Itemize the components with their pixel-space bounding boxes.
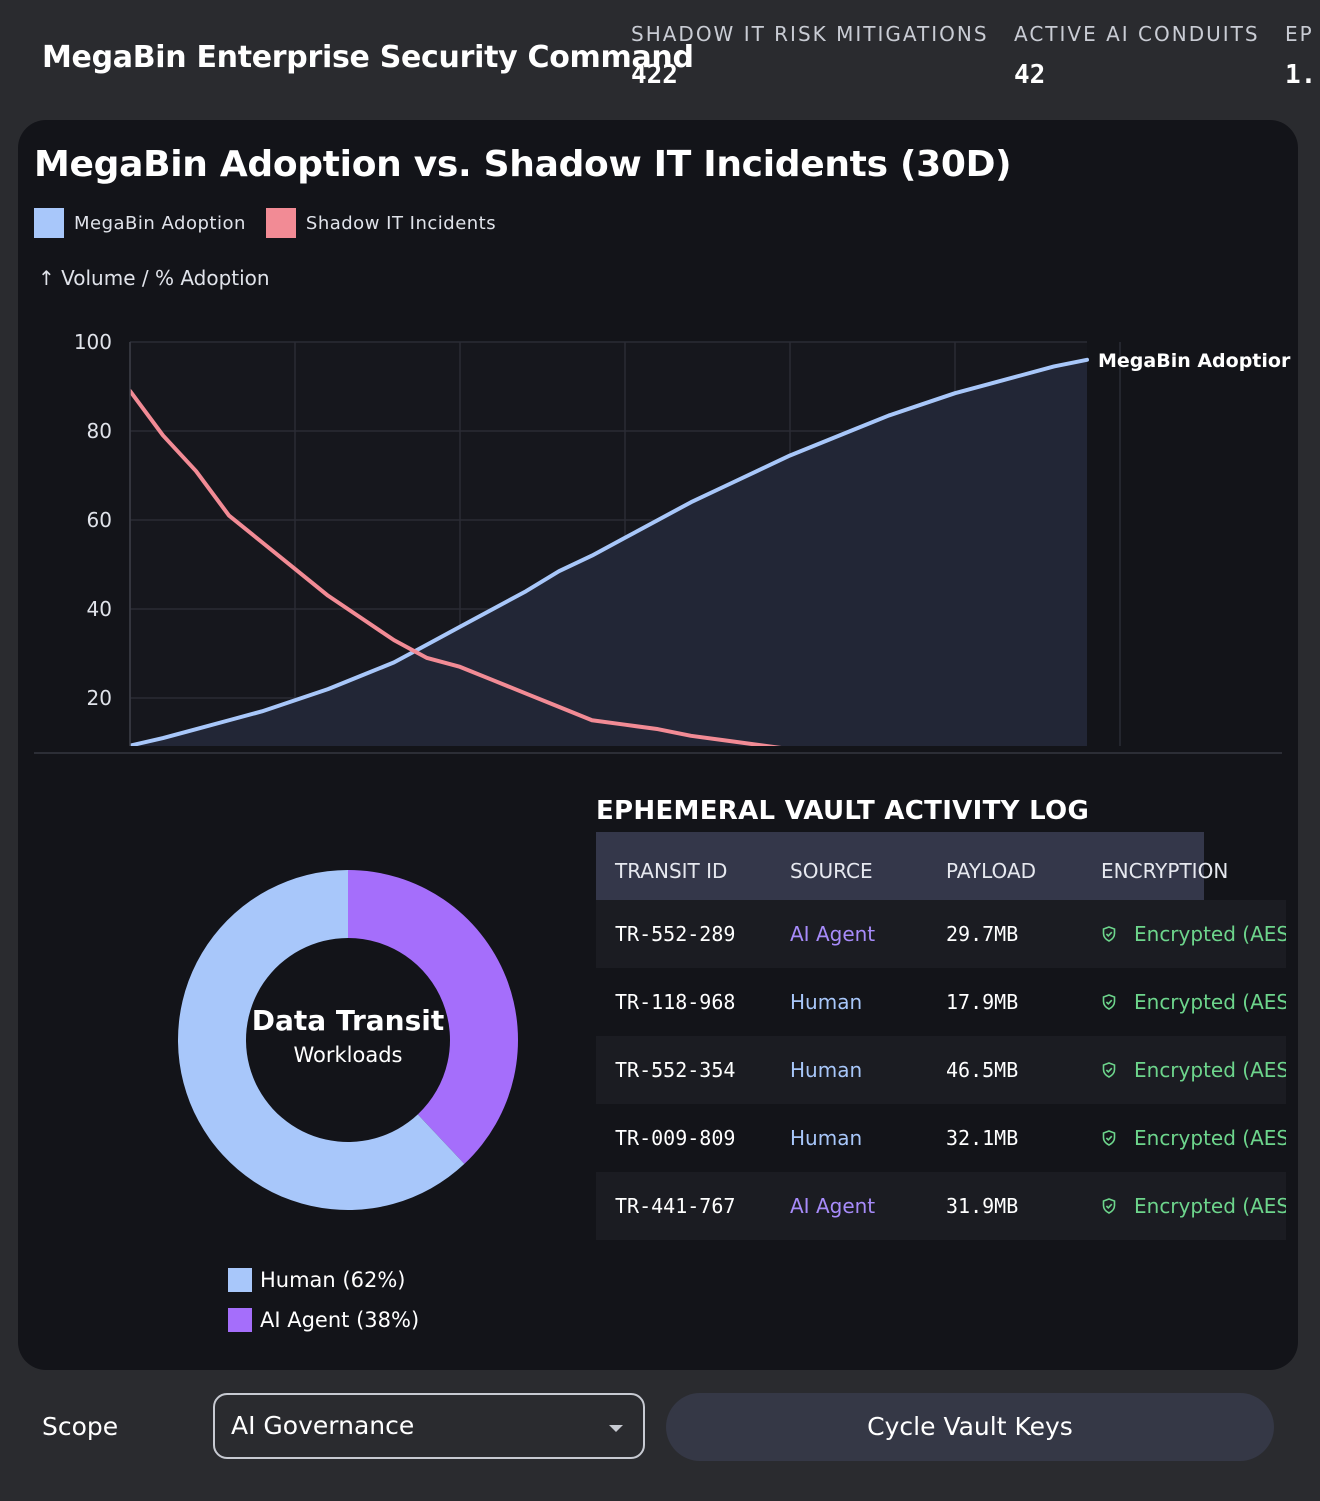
donut-slice-human [177,870,465,1210]
donut-title: Data Transit [251,1003,445,1037]
chart-title: MegaBin Adoption vs. Shadow IT Incidents… [34,144,1012,185]
cell-encryption: Encrypted (AES [1102,1036,1286,1104]
cell-payload: 31.9MB [946,1194,1019,1218]
y-tick-label: 60 [87,508,112,532]
cell-transit-id: TR-552-289 [615,922,736,946]
top-bar: MegaBin Enterprise Security Command SHAD… [0,0,1320,118]
table-row[interactable]: TR-552-289 AI Agent 29.7MB Encrypted (AES [596,900,1286,968]
legend-item-adoption: MegaBin Adoption [34,208,246,238]
transit-donut-chart: Data Transit Workloads [168,860,528,1220]
column-header-source: SOURCE [790,859,873,883]
stat-label: SHADOW IT RISK MITIGATIONS [631,22,989,46]
cell-source: AI Agent [790,922,876,946]
donut-legend-ai-agent: AI Agent (38%) [228,1300,419,1340]
shield-check-icon [1102,994,1116,1010]
legend-swatch [265,208,296,238]
cell-transit-id: TR-441-767 [615,1194,736,1218]
vault-log-title: EPHEMERAL VAULT ACTIVITY LOG [596,796,1090,826]
y-tick-label: 20 [87,686,112,710]
column-header-encryption: ENCRYPTION [1101,859,1229,883]
encryption-status: Encrypted (AES [1134,990,1286,1014]
stat-label: ACTIVE AI CONDUITS [1014,22,1260,46]
line-chart: 20 40 60 80 100 MegaBin Adoptior [74,330,1291,746]
dashboard-card: MegaBin Adoption vs. Shadow IT Incidents… [18,120,1298,1370]
shield-check-icon [1102,1062,1116,1078]
stat-active-ai-conduits: ACTIVE AI CONDUITS 42 [1014,22,1260,90]
encryption-status: Encrypted (AES [1134,1058,1286,1082]
legend-label: Human (62%) [260,1268,406,1292]
table-row[interactable]: TR-118-968 Human 17.9MB Encrypted (AES [596,968,1286,1036]
donut-slice-ai-agent [348,870,518,1164]
legend-label: Shadow IT Incidents [305,212,497,234]
y-axis-caption: ↑ Volume / % Adoption [38,266,270,290]
chevron-down-icon [609,1425,623,1432]
chart-legend: MegaBin Adoption Shadow IT Incidents [34,208,516,238]
cycle-vault-keys-button[interactable]: Cycle Vault Keys [666,1393,1274,1461]
series-line-shadow-it-incidents [130,388,782,746]
stat-value: 422 [631,60,678,90]
donut-legend-human: Human (62%) [228,1260,419,1300]
series-end-label: MegaBin Adoptior [1098,350,1291,372]
stat-value: 42 [1014,60,1046,90]
series-line-megabin-adoption [130,357,1089,746]
table-body: TR-552-289 AI Agent 29.7MB Encrypted (AES TR… [596,900,1286,1240]
stat-ep: EP 1. [1285,22,1316,90]
legend-label: MegaBin Adoption [74,212,246,234]
encryption-status: Encrypted (AES [1134,1126,1286,1150]
cell-source: AI Agent [790,1194,876,1218]
encryption-status: Encrypted (AES [1134,1194,1286,1218]
divider [34,752,1282,754]
donut-subtitle: Workloads [293,1042,403,1067]
cell-encryption: Encrypted (AES [1102,1172,1286,1240]
y-tick-label: 40 [87,597,112,621]
legend-item-incidents: Shadow IT Incidents [265,208,497,238]
cell-transit-id: TR-118-968 [615,990,736,1014]
cell-payload: 29.7MB [946,922,1019,946]
donut-center: Data Transit Workloads [168,860,528,1220]
donut-legend: Human (62%) AI Agent (38%) [228,1260,419,1340]
shield-check-icon [1102,1198,1116,1214]
stat-value: 1. [1285,60,1317,90]
column-header-transit-id: TRANSIT ID [615,859,728,883]
cell-source: Human [790,1126,863,1150]
cell-transit-id: TR-552-354 [615,1058,736,1082]
stat-label: EP [1285,22,1314,46]
table-row[interactable]: TR-552-354 Human 46.5MB Encrypted (AES [596,1036,1286,1104]
legend-swatch [228,1308,252,1332]
cell-payload: 46.5MB [946,1058,1019,1082]
cell-transit-id: TR-009-809 [615,1126,736,1150]
vault-log-table: TRANSIT ID SOURCE PAYLOAD ENCRYPTION TR-… [596,832,1286,1240]
legend-swatch [228,1268,252,1292]
shield-check-icon [1102,926,1116,942]
cell-encryption: Encrypted (AES [1102,968,1286,1036]
cell-encryption: Encrypted (AES [1102,900,1286,968]
cell-payload: 32.1MB [946,1126,1019,1150]
legend-swatch [34,208,64,238]
column-header-payload: PAYLOAD [946,859,1037,883]
y-tick-label: 100 [74,330,112,354]
cell-source: Human [790,990,863,1014]
scope-select[interactable]: AI Governance [213,1393,645,1459]
adoption-area [130,359,1087,746]
legend-label: AI Agent (38%) [260,1308,420,1332]
encryption-status: Encrypted (AES [1134,922,1286,946]
scope-select-value: AI Governance [231,1411,415,1440]
table-row[interactable]: TR-009-809 Human 32.1MB Encrypted (AES [596,1104,1286,1172]
cell-encryption: Encrypted (AES [1102,1104,1286,1172]
scope-label: Scope [42,1412,119,1441]
y-tick-label: 80 [87,419,112,443]
cell-payload: 17.9MB [946,990,1019,1014]
shield-check-icon [1102,1130,1116,1146]
table-row[interactable]: TR-441-767 AI Agent 31.9MB Encrypted (AES [596,1172,1286,1240]
control-bar: Scope AI Governance Cycle Vault Keys [0,1392,1320,1464]
cell-source: Human [790,1058,863,1082]
app-title: MegaBin Enterprise Security Command [42,40,694,75]
table-header: TRANSIT ID SOURCE PAYLOAD ENCRYPTION [596,832,1228,900]
stat-shadow-it-mitigations: SHADOW IT RISK MITIGATIONS 422 [631,22,989,90]
donut-svg [177,870,518,1210]
